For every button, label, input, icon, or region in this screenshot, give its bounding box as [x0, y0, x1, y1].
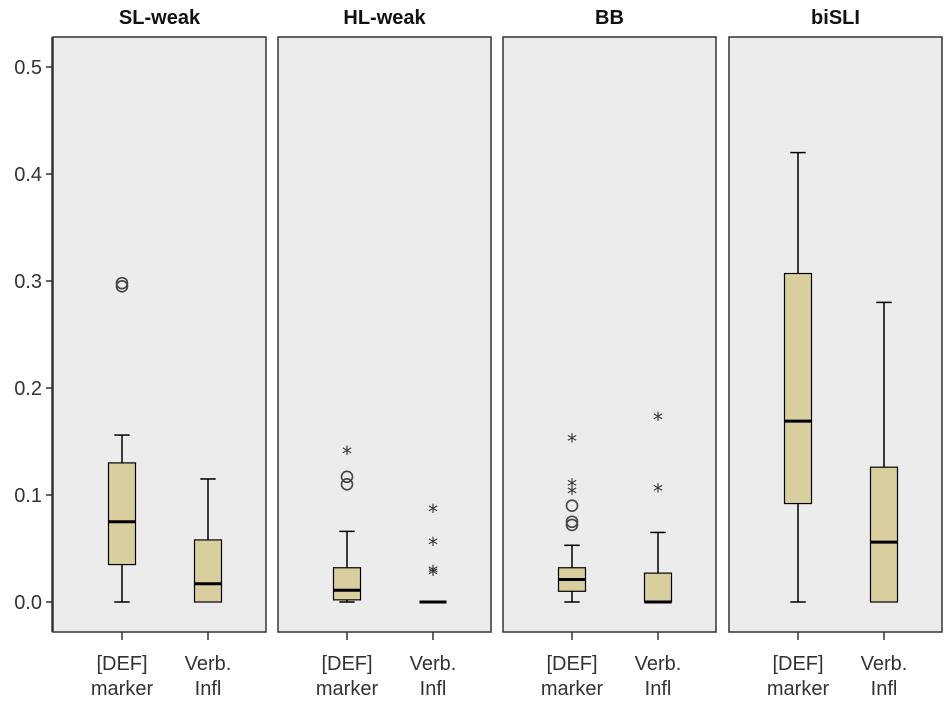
- category-label: Infl: [645, 678, 672, 700]
- category-label: Infl: [195, 678, 222, 700]
- category-label: marker: [541, 678, 604, 700]
- box: [869, 466, 899, 603]
- outlier-star: *: [567, 474, 577, 498]
- category-label: marker: [316, 678, 379, 700]
- outlier-star: *: [567, 429, 577, 453]
- outlier-circle: [115, 280, 129, 293]
- category-label: [DEF]: [321, 653, 372, 675]
- outlier-star: *: [567, 482, 577, 506]
- box: [193, 539, 223, 603]
- panel-background: [502, 36, 717, 633]
- y-tick-label: 0.3: [14, 271, 42, 293]
- category-label: Verb.: [410, 653, 457, 675]
- category-label: Verb.: [185, 653, 232, 675]
- box: [783, 272, 813, 505]
- y-tick-label: 0.2: [14, 378, 42, 400]
- panel-background: [277, 36, 492, 633]
- category-label: Verb.: [861, 653, 908, 675]
- category-label: [DEF]: [96, 653, 147, 675]
- category-label: Infl: [420, 678, 447, 700]
- y-tick-label: 0.0: [14, 592, 42, 614]
- category-label: marker: [91, 678, 154, 700]
- outlier-star: *: [342, 442, 352, 466]
- outlier-star: *: [428, 563, 438, 587]
- category-label: marker: [767, 678, 830, 700]
- panel-title: HL-weak: [343, 7, 426, 29]
- outlier-circle: [115, 276, 129, 290]
- outlier-star: *: [653, 480, 663, 504]
- box: [332, 567, 362, 601]
- category-label: [DEF]: [772, 653, 823, 675]
- panel-title: SL-weak: [119, 7, 201, 29]
- outlier-circle: [565, 499, 579, 513]
- outlier-star: *: [428, 533, 438, 557]
- panel-title: BB: [595, 7, 624, 29]
- category-label: Verb.: [635, 653, 682, 675]
- outlier-circle: [565, 518, 579, 532]
- box: [107, 462, 137, 566]
- panel-background: [728, 36, 943, 633]
- outlier-star: *: [428, 561, 438, 585]
- y-tick-label: 0.4: [14, 164, 42, 186]
- outlier-circle: [340, 470, 354, 484]
- outlier-circle: [340, 477, 354, 491]
- panel-title: biSLI: [811, 7, 860, 29]
- category-label: [DEF]: [546, 653, 597, 675]
- y-tick-label: 0.5: [14, 57, 42, 79]
- outlier-circle: [565, 515, 579, 529]
- outlier-star: *: [653, 408, 663, 432]
- box: [643, 572, 673, 603]
- panel-background: [52, 36, 267, 633]
- outlier-star: *: [428, 500, 438, 524]
- y-tick-label: 0.1: [14, 485, 42, 507]
- category-label: Infl: [871, 678, 898, 700]
